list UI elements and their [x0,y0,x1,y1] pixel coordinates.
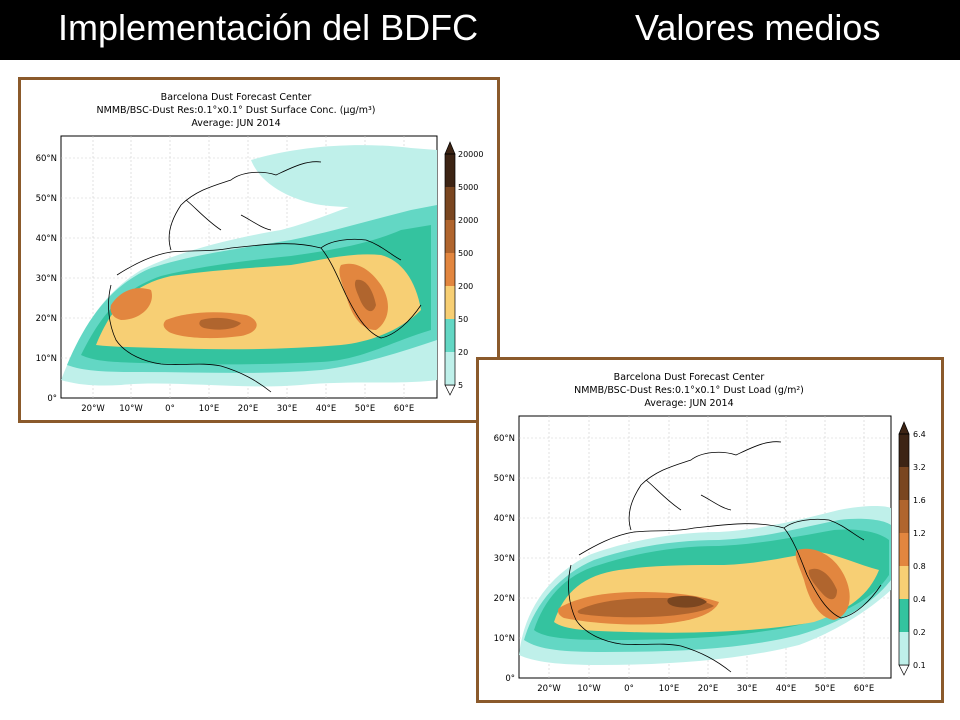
colorbar-label: 20000 [458,150,483,159]
lon-label: 50°E [355,404,375,414]
lon-label: 10°W [577,684,601,694]
colorbar-label: 2000 [458,216,478,225]
lat-label: 0° [47,394,57,404]
colorbar-label: 500 [458,249,473,258]
map-period: Average: JUN 2014 [644,398,733,409]
lat-label: 20°N [494,594,515,604]
lon-label: 60°E [394,404,414,414]
lon-label: 0° [624,684,634,694]
longitude-labels: 20°W 10°W 0° 10°E 20°E 30°E 40°E 50°E 60… [537,684,874,694]
lon-label: 20°E [698,684,718,694]
lat-label: 20°N [36,314,57,324]
slide-subtitle: Valores medios [635,7,881,48]
lat-label: 10°N [494,634,515,644]
longitude-labels: 20°W 10°W 0° 10°E 20°E 30°E 40°E 50°E 60… [81,404,414,414]
map-title: Barcelona Dust Forecast Center [614,372,765,383]
lat-label: 60°N [494,434,515,444]
colorbar-label: 0.1 [913,661,926,670]
lat-label: 50°N [36,194,57,204]
latitude-labels: 60°N 50°N 40°N 30°N 20°N 10°N 0° [494,434,515,684]
slide-title: Implementación del BDFC [58,7,479,48]
lat-label: 50°N [494,474,515,484]
map-subtitle: NMMB/BSC-Dust Res:0.1°x0.1° Dust Surface… [97,105,376,116]
colorbar-label: 5000 [458,183,478,192]
map-subtitle: NMMB/BSC-Dust Res:0.1°x0.1° Dust Load (g… [574,385,804,396]
lat-label: 10°N [36,354,57,364]
lon-label: 30°E [737,684,757,694]
lat-label: 30°N [494,554,515,564]
map-plot-area [518,415,892,679]
colorbar-labels: 5 20 50 200 500 2000 5000 20000 [458,150,483,390]
map-panel-surface-concentration: Barcelona Dust Forecast Center NMMB/BSC-… [18,77,500,423]
colorbar-label: 0.8 [913,562,926,571]
lon-label: 20°E [238,404,258,414]
map-plot-area [60,135,438,399]
lat-label: 30°N [36,274,57,284]
lat-label: 40°N [36,234,57,244]
map-dust-load: Barcelona Dust Forecast Center NMMB/BSC-… [494,372,926,694]
colorbar-label: 6.4 [913,430,926,439]
colorbar-label: 1.2 [913,529,926,538]
colorbar-label: 0.2 [913,628,926,637]
lon-label: 10°W [119,404,143,414]
colorbar [444,141,456,396]
lon-label: 40°E [776,684,796,694]
colorbar-label: 20 [458,348,468,357]
title-bar: Implementación del BDFC Valores medios [0,0,960,60]
lon-label: 10°E [659,684,679,694]
colorbar-label: 200 [458,282,473,291]
map-period: Average: JUN 2014 [191,118,280,129]
map-title: Barcelona Dust Forecast Center [161,92,312,103]
colorbar-label: 1.6 [913,496,926,505]
dust-load-field [519,505,891,665]
colorbar-labels: 0.1 0.2 0.4 0.8 1.2 1.6 3.2 6.4 [913,430,926,670]
colorbar-label: 0.4 [913,595,926,604]
lon-label: 40°E [316,404,336,414]
map-panel-dust-load: Barcelona Dust Forecast Center NMMB/BSC-… [476,357,944,703]
lon-label: 60°E [854,684,874,694]
colorbar [898,421,910,676]
lon-label: 20°W [81,404,105,414]
lat-label: 40°N [494,514,515,524]
latitude-labels: 60°N 50°N 40°N 30°N 20°N 10°N 0° [36,154,57,404]
lon-label: 10°E [199,404,219,414]
lon-label: 20°W [537,684,561,694]
lon-label: 30°E [277,404,297,414]
map-surface-concentration: Barcelona Dust Forecast Center NMMB/BSC-… [36,92,484,414]
lat-label: 0° [505,674,515,684]
lon-label: 50°E [815,684,835,694]
colorbar-label: 3.2 [913,463,926,472]
lat-label: 60°N [36,154,57,164]
lon-label: 0° [165,404,175,414]
dust-concentration-field [61,145,437,387]
colorbar-label: 5 [458,381,463,390]
colorbar-label: 50 [458,315,468,324]
